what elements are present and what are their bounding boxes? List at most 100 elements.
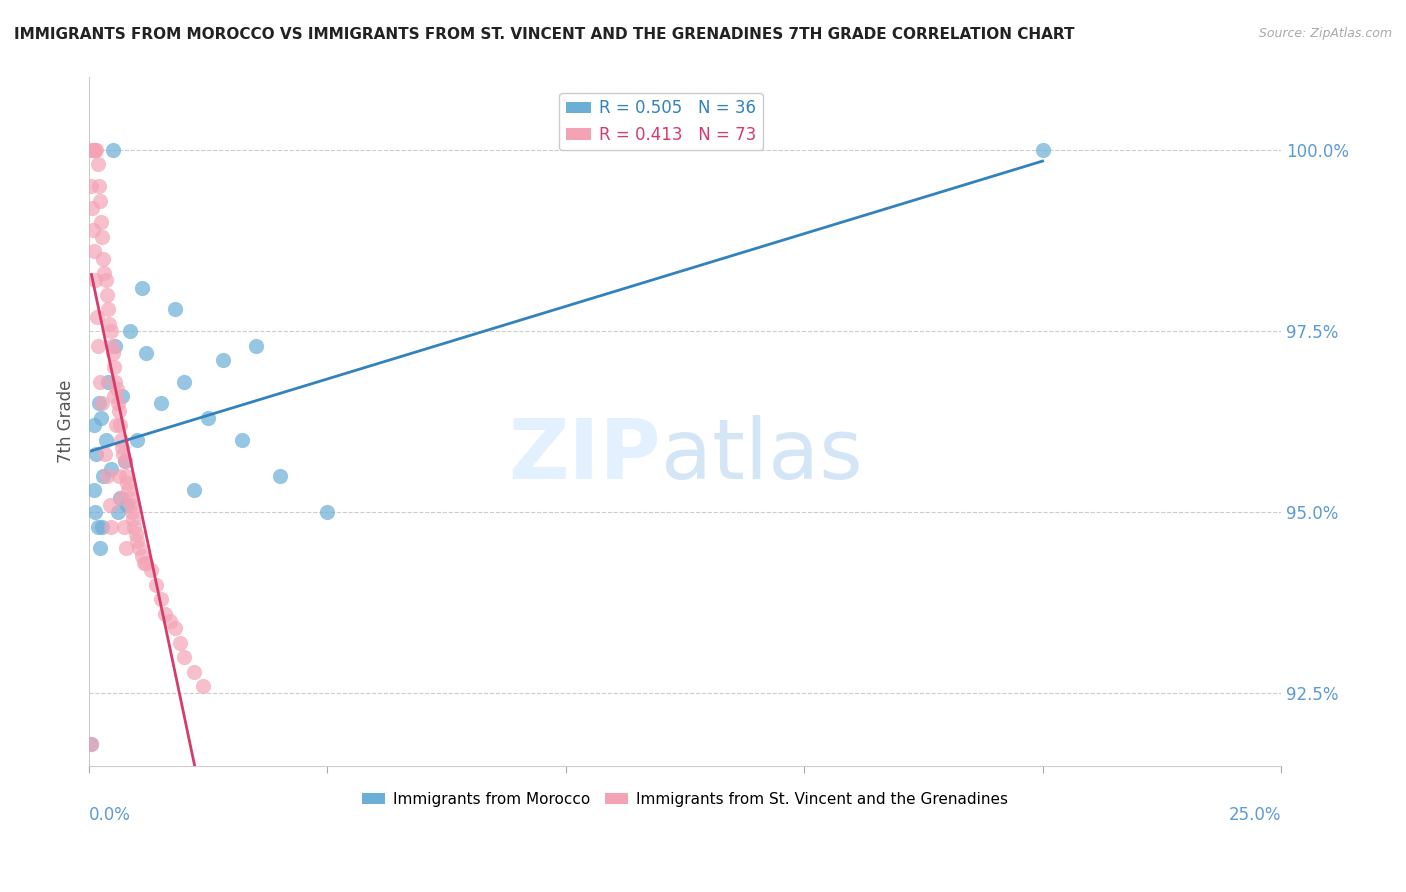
Point (98, 317, 121, 331)
Point (91, 396, 114, 410)
Point (84, 447, 107, 461)
Point (107, 396, 129, 410)
Point (97, 302, 120, 317)
Point (80, 143, 103, 157)
Text: 0.0%: 0.0% (89, 805, 131, 823)
Point (132, 556, 155, 570)
Point (122, 512, 145, 526)
Point (111, 389, 134, 403)
Point (149, 592, 172, 607)
Point (94, 273, 117, 287)
Point (131, 280, 153, 294)
Point (112, 447, 135, 461)
Point (80, 737, 103, 751)
Point (83, 143, 105, 157)
Point (90, 215, 112, 229)
Point (86, 519, 108, 533)
Point (114, 454, 136, 468)
Point (114, 454, 136, 468)
Text: atlas: atlas (661, 416, 863, 497)
Point (101, 345, 124, 359)
Point (163, 302, 186, 317)
Point (110, 491, 132, 505)
Point (83, 143, 105, 157)
Text: 25.0%: 25.0% (1229, 805, 1281, 823)
Point (84, 143, 107, 157)
Point (86, 310, 108, 324)
Point (149, 396, 172, 410)
Point (89, 375, 111, 389)
Point (173, 650, 195, 665)
Text: ZIP: ZIP (509, 416, 661, 497)
Y-axis label: 7th Grade: 7th Grade (58, 380, 75, 463)
Point (110, 433, 132, 447)
Point (124, 519, 146, 533)
Point (94, 447, 117, 461)
Point (121, 505, 143, 519)
Point (96, 469, 118, 483)
Point (169, 635, 191, 649)
Point (100, 324, 122, 338)
Point (96, 287, 118, 301)
Point (145, 577, 167, 591)
Point (115, 469, 138, 483)
Point (87, 179, 110, 194)
Point (103, 389, 125, 403)
Point (118, 491, 141, 505)
Point (84, 273, 107, 287)
Point (118, 324, 141, 338)
Point (139, 563, 162, 577)
Point (128, 541, 150, 556)
Point (105, 382, 128, 396)
Point (89, 194, 111, 208)
Point (91, 519, 114, 533)
Point (89, 541, 111, 556)
Point (115, 498, 138, 512)
Point (231, 433, 253, 447)
Point (82, 222, 104, 236)
Point (173, 375, 195, 389)
Point (125, 433, 148, 447)
Point (120, 498, 142, 512)
Legend: Immigrants from Morocco, Immigrants from St. Vincent and the Grenadines: Immigrants from Morocco, Immigrants from… (356, 786, 1014, 814)
Point (93, 266, 115, 280)
Point (83, 483, 105, 498)
Point (111, 440, 134, 454)
Point (105, 418, 128, 433)
Point (104, 338, 127, 352)
Point (107, 505, 129, 519)
Point (163, 621, 186, 635)
Point (97, 375, 120, 389)
Point (107, 403, 129, 417)
Point (114, 541, 136, 556)
Point (183, 483, 205, 498)
Point (94, 433, 117, 447)
Point (82, 201, 104, 215)
Point (108, 418, 131, 433)
Point (155, 607, 177, 621)
Point (83, 418, 105, 433)
Point (193, 679, 215, 693)
Point (269, 469, 291, 483)
Point (211, 353, 233, 368)
Point (183, 665, 205, 679)
Point (135, 345, 157, 359)
Point (86, 157, 108, 171)
Point (108, 491, 131, 505)
Point (104, 375, 127, 389)
Point (83, 505, 105, 519)
Point (90, 411, 112, 425)
Point (93, 252, 115, 266)
Point (101, 338, 124, 352)
Point (112, 519, 135, 533)
Point (125, 527, 148, 541)
Point (125, 534, 148, 549)
Point (115, 476, 138, 491)
Point (135, 556, 157, 570)
Point (87, 396, 110, 410)
Point (159, 614, 181, 628)
Point (83, 244, 105, 259)
Point (108, 469, 131, 483)
Point (93, 469, 115, 483)
Point (1032, 143, 1054, 157)
